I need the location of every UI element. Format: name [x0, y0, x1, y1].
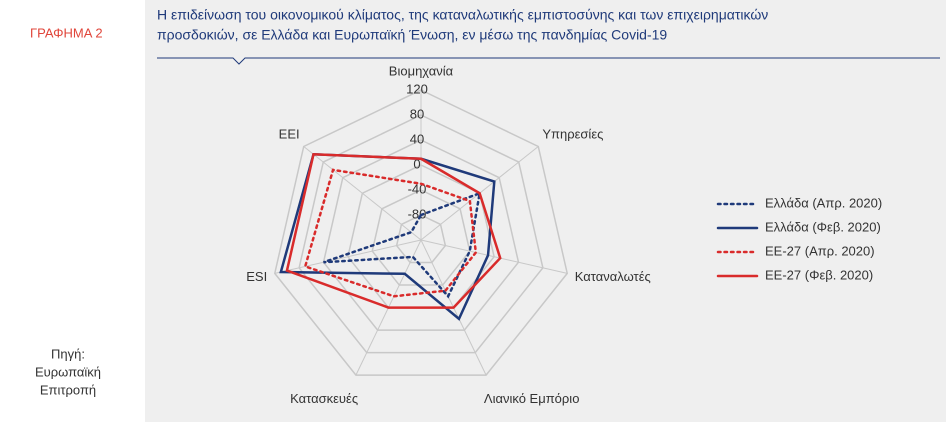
axis-label: Κατασκευές [290, 391, 358, 406]
spoke [274, 239, 422, 274]
axis-label: ESI [246, 269, 267, 284]
r-tick-label: 0 [413, 156, 420, 171]
series-polygon [303, 168, 478, 298]
spoke [303, 146, 422, 241]
chart-title: προσδοκιών, σε Ελλάδα και Ευρωπαϊκή Ένωσ… [157, 27, 667, 43]
source: Πηγή: [51, 346, 85, 361]
legend-label: Ελλάδα (Απρ. 2020) [765, 195, 882, 210]
r-tick-label: 80 [410, 106, 424, 121]
axis-label: ΕΕΙ [279, 127, 300, 142]
grid-ring [395, 214, 447, 264]
chart-title: Η επιδείνωση του οικονομικού κλίματος, τ… [157, 7, 768, 23]
r-tick-label: 120 [406, 81, 428, 96]
grid-ring [371, 189, 471, 286]
axis-label: Λιανικό Εμπόριο [484, 391, 580, 406]
axis-label: Βιομηχανία [389, 63, 454, 78]
spoke [420, 239, 568, 274]
legend-label: Ελλάδα (Φεβ. 2020) [765, 219, 881, 234]
r-tick-label: -80 [408, 206, 427, 221]
axis-label: Καταναλωτές [575, 269, 651, 284]
chart-panel [145, 0, 946, 422]
grid-ring [322, 139, 520, 331]
axis-label: Υπηρεσίες [542, 127, 603, 142]
figure-label: ΓΡΑΦΗΜΑ 2 [30, 25, 103, 40]
title-rule [157, 57, 940, 65]
r-tick-label: 40 [410, 131, 424, 146]
series-polygon [323, 191, 482, 299]
source: Ευρωπαϊκή [35, 364, 101, 379]
grid-ring [273, 89, 569, 376]
legend-label: ΕΕ-27 (Απρ. 2020) [765, 243, 875, 258]
source: Επιτροπή [40, 382, 96, 397]
grid-ring [298, 114, 544, 354]
series-polygon [285, 152, 502, 309]
legend-label: ΕΕ-27 (Φεβ. 2020) [765, 267, 873, 282]
